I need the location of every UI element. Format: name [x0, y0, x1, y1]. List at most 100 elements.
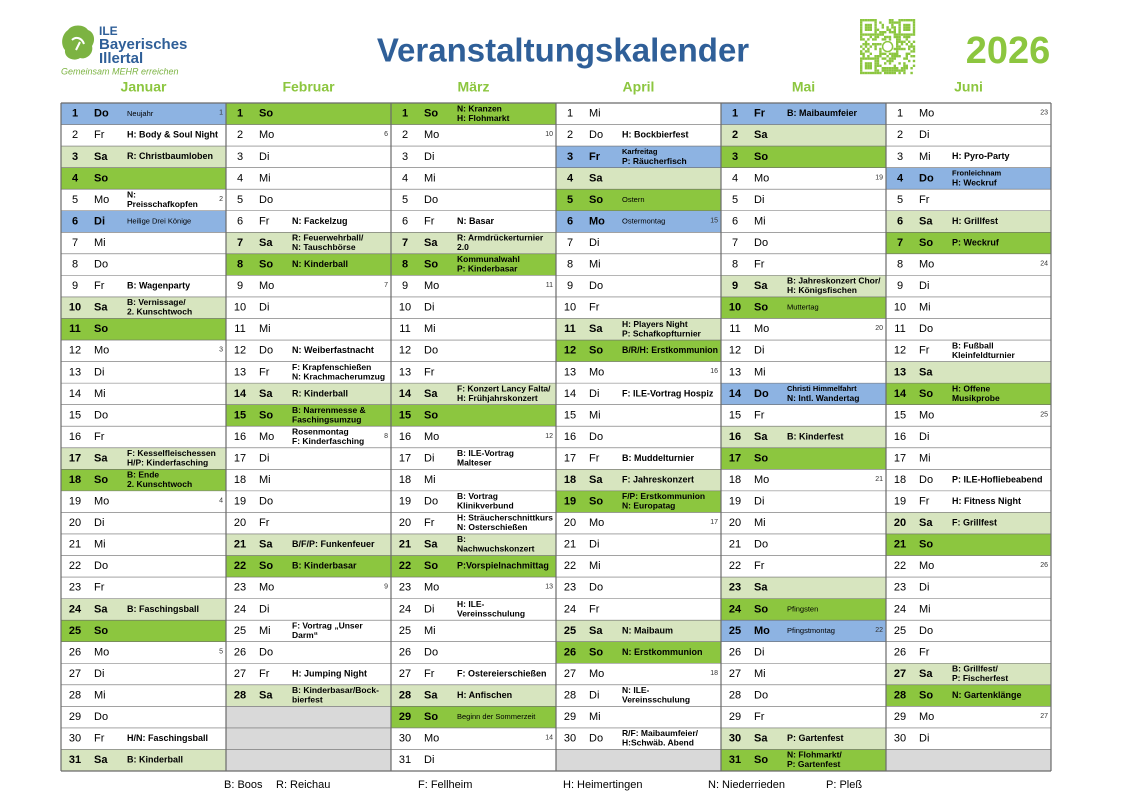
day-number: 7: [237, 237, 243, 249]
weekday: Mo: [589, 517, 604, 529]
weekday: Mi: [94, 539, 106, 551]
qr-cell: [896, 35, 899, 39]
day-number: 4: [402, 172, 408, 184]
day-cell: [886, 275, 1051, 297]
day-cell: [886, 426, 1051, 448]
day-number: 16: [564, 431, 576, 443]
event-label: P: ILE-Hofliebeabend: [952, 474, 1043, 484]
qr-cell: [903, 35, 906, 39]
qr-cell: [893, 71, 896, 75]
qr-cell: [879, 52, 882, 55]
day-number: 18: [729, 474, 741, 486]
qr-cell: [876, 62, 880, 65]
weekday: So: [259, 560, 273, 572]
qr-cell: [888, 67, 892, 70]
weekday: Do: [94, 560, 108, 572]
day-number: 21: [69, 539, 81, 551]
day-cell: [886, 318, 1051, 341]
day-number: 25: [564, 625, 576, 637]
weekday: Fr: [589, 603, 600, 615]
day-cell: [61, 555, 226, 578]
qr-cell: [864, 67, 868, 70]
day-number: 10: [729, 302, 741, 314]
weekday: Di: [424, 603, 434, 615]
qr-cell: [908, 19, 911, 22]
weekday: Mo: [94, 646, 109, 658]
qr-cell: [905, 55, 908, 58]
day-cell: [391, 641, 556, 664]
weekday: So: [919, 539, 933, 551]
qr-cell: [905, 43, 908, 46]
day-number: 21: [564, 539, 576, 551]
qr-cell: [912, 40, 916, 43]
day-cell: [886, 404, 1051, 427]
day-cell: [391, 146, 556, 168]
day-cell: [61, 447, 226, 470]
qr-cell: [869, 23, 872, 27]
day-number: 27: [894, 668, 906, 680]
qr-cell: [860, 67, 863, 70]
day-number: 14: [894, 388, 907, 400]
day-number: 3: [402, 151, 408, 163]
weekday: Sa: [754, 431, 768, 443]
week-number: 21: [875, 476, 883, 483]
day-cell: [226, 232, 391, 254]
event-label: P: Kinderbasar: [457, 264, 518, 274]
day-number: 5: [402, 194, 408, 206]
day-cell: [556, 103, 721, 125]
qr-cell: [912, 26, 916, 29]
day-number: 28: [564, 689, 576, 701]
day-cell: [556, 167, 721, 190]
qr-cell: [874, 43, 877, 46]
qr-cell: [912, 33, 916, 36]
event-label: H:Schwäb. Abend: [622, 738, 694, 748]
day-cell: [391, 253, 556, 276]
weekday: Do: [424, 496, 438, 508]
qr-cell: [888, 31, 892, 34]
weekday: Di: [919, 280, 929, 292]
day-number: 28: [234, 689, 246, 701]
weekday: Do: [589, 129, 603, 141]
week-number: 25: [1040, 411, 1048, 418]
event-label: B: Kinderbasar/Bock-: [292, 685, 379, 695]
qr-cell: [898, 55, 901, 58]
day-number: 4: [567, 172, 574, 184]
qr-cell: [860, 19, 863, 22]
day-cell: [226, 426, 391, 448]
empty-cell: [226, 706, 391, 728]
weekday: Mi: [589, 259, 601, 271]
weekday: Di: [94, 517, 104, 529]
day-number: 26: [69, 646, 81, 658]
day-cell: [391, 512, 556, 534]
weekday: So: [919, 388, 933, 400]
weekday: Di: [754, 194, 764, 206]
day-number: 14: [399, 388, 412, 400]
qr-cell: [862, 71, 865, 75]
day-cell: [226, 189, 391, 211]
qr-cell: [884, 67, 887, 70]
day-number: 9: [402, 280, 408, 292]
holiday-label: Ostermontag: [622, 217, 665, 226]
event-label: F: Krapfenschießen: [292, 362, 371, 372]
qr-cell: [884, 69, 887, 72]
day-cell: [721, 103, 886, 125]
qr-cell: [869, 57, 872, 60]
weekday: Fr: [94, 129, 105, 141]
week-number: 8: [384, 433, 388, 440]
qr-cell: [862, 57, 865, 60]
logo-text: ILE: [99, 24, 118, 38]
event-label: B: Kinderbasar: [292, 561, 357, 571]
event-label: B: Fußball: [952, 340, 994, 350]
day-number: 30: [399, 733, 411, 745]
weekday: So: [259, 409, 273, 421]
day-number: 17: [399, 452, 411, 464]
qr-cell: [867, 64, 870, 67]
weekday: So: [424, 108, 438, 120]
day-cell: [886, 577, 1051, 599]
day-number: 8: [237, 259, 243, 271]
empty-cell: [556, 749, 721, 771]
day-number: 1: [402, 108, 408, 120]
day-number: 15: [69, 409, 81, 421]
day-number: 3: [567, 151, 573, 163]
day-number: 13: [69, 366, 81, 378]
